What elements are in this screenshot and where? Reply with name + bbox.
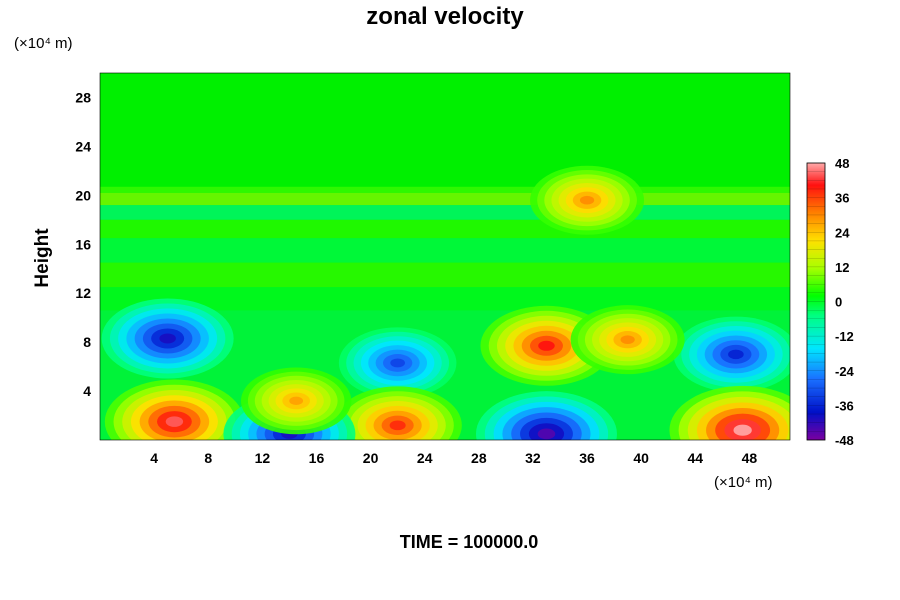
x-unit-label: (×10⁴ m) xyxy=(714,474,773,491)
y-tick-label: 20 xyxy=(75,187,91,203)
velocity-contour xyxy=(728,349,744,360)
x-tick-label: 28 xyxy=(471,450,487,466)
y-tick-labels: 4 8 12 16 20 24 28 xyxy=(75,89,91,399)
colorbar-tick-label: -48 xyxy=(835,433,854,448)
y-tick-label: 8 xyxy=(83,334,91,350)
x-tick-label: 4 xyxy=(150,450,158,466)
x-tick-label: 48 xyxy=(742,450,758,466)
x-tick-label: 16 xyxy=(309,450,325,466)
velocity-contour xyxy=(537,428,556,440)
x-tick-labels: 4 8 12 16 20 24 28 32 36 40 44 48 xyxy=(150,450,757,466)
background-band xyxy=(100,186,790,193)
colorbar-tick-label: 24 xyxy=(835,225,850,240)
chart-title: zonal velocity xyxy=(366,3,524,30)
colorbar-tick-labels: 48 36 24 12 0 -12 -24 -36 -48 xyxy=(835,156,855,448)
velocity-contour xyxy=(579,195,595,205)
background-band xyxy=(100,287,790,311)
colorbar-contour-lines xyxy=(807,162,825,441)
y-tick-label: 4 xyxy=(83,383,91,399)
y-tick-label: 24 xyxy=(75,138,91,154)
x-tick-label: 44 xyxy=(688,450,704,466)
plot-frame xyxy=(99,72,791,441)
y-tick-label: 28 xyxy=(75,89,91,105)
velocity-contour xyxy=(289,396,304,406)
x-tick-label: 12 xyxy=(255,450,271,466)
velocity-contour xyxy=(733,424,752,436)
x-tick-label: 36 xyxy=(579,450,595,466)
colorbar-tick-label: 0 xyxy=(835,295,842,310)
heatmap-field xyxy=(100,73,790,440)
time-label: TIME = 100000.0 xyxy=(400,532,539,552)
background-band xyxy=(100,219,790,239)
velocity-contour xyxy=(165,416,184,427)
x-tick-label: 24 xyxy=(417,450,433,466)
background-band xyxy=(100,192,790,206)
y-unit-label: (×10⁴ m) xyxy=(14,35,73,52)
colorbar-tick-label: -12 xyxy=(835,329,854,344)
velocity-contour xyxy=(390,358,405,368)
x-tick-label: 40 xyxy=(633,450,649,466)
y-axis-label: Height xyxy=(32,228,53,288)
colorbar xyxy=(806,162,826,441)
colorbar-tick-label: -24 xyxy=(835,364,855,379)
x-tick-label: 8 xyxy=(204,450,212,466)
x-tick-label: 32 xyxy=(525,450,541,466)
colorbar-tick-label: 12 xyxy=(835,260,849,275)
velocity-contour xyxy=(159,333,176,344)
colorbar-tick-label: 48 xyxy=(835,156,849,171)
velocity-contour xyxy=(389,420,406,431)
y-tick-label: 16 xyxy=(75,236,91,252)
colorbar-tick-label: 36 xyxy=(835,191,849,206)
y-tick-label: 12 xyxy=(75,285,91,301)
background-band xyxy=(100,238,790,263)
velocity-contour xyxy=(620,335,635,344)
velocity-contour xyxy=(538,340,555,351)
background-band xyxy=(100,205,790,220)
colorbar-tick-label: -36 xyxy=(835,398,854,413)
x-tick-label: 20 xyxy=(363,450,379,466)
background-band xyxy=(100,262,790,288)
